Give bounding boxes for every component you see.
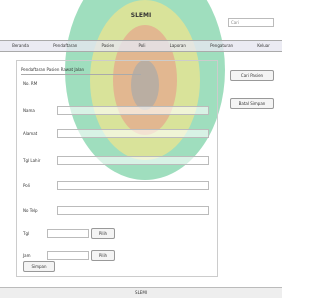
side-button[interactable]: Batal Simpan	[230, 98, 274, 109]
search-box[interactable]: Cari	[228, 18, 274, 27]
page: SLEMI Cari Beranda Pendaftaran Pasien Poli L…	[0, 0, 282, 299]
field-input[interactable]	[57, 181, 209, 190]
form-title: Pendaftaran Pasien Rawat Jalan	[21, 65, 141, 75]
nav-item[interactable]: Laporan	[170, 41, 186, 51]
footer: SLEMI	[0, 287, 282, 298]
field-input[interactable]	[57, 156, 209, 165]
field-input[interactable]	[57, 106, 209, 115]
field-label: Jam	[23, 253, 31, 258]
side-button[interactable]: Cari Pasien	[230, 70, 274, 81]
field-input[interactable]	[47, 251, 89, 260]
nav-item[interactable]: Poli	[139, 41, 146, 51]
field-label: Poli	[23, 183, 30, 188]
field-label: Tgl	[23, 231, 29, 236]
nav-item[interactable]: Pasien	[101, 41, 114, 51]
nav-item[interactable]: Keluar	[257, 41, 270, 51]
field-input[interactable]	[57, 129, 209, 138]
field-label: No Telp	[23, 208, 38, 213]
form-panel: Pendaftaran Pasien Rawat Jalan No. RM Nam…	[16, 60, 218, 277]
pick-button[interactable]: Pilih	[91, 228, 115, 239]
pick-button[interactable]: Pilih	[91, 250, 115, 261]
nav-item[interactable]: Beranda	[12, 41, 29, 51]
field-label: Nama	[23, 108, 35, 113]
field-input[interactable]	[47, 229, 89, 238]
field-label: No. RM	[23, 81, 37, 86]
nav-bar: Beranda Pendaftaran Pasien Poli Laporan Penga…	[0, 40, 282, 52]
field-label: Tgl Lahir	[23, 158, 40, 163]
nav-item[interactable]: Pengaturan	[210, 41, 233, 51]
nav-item[interactable]: Pendaftaran	[53, 41, 77, 51]
field-label: Alamat	[23, 131, 37, 136]
field-input[interactable]	[57, 206, 209, 215]
submit-button[interactable]: Simpan	[23, 261, 55, 272]
